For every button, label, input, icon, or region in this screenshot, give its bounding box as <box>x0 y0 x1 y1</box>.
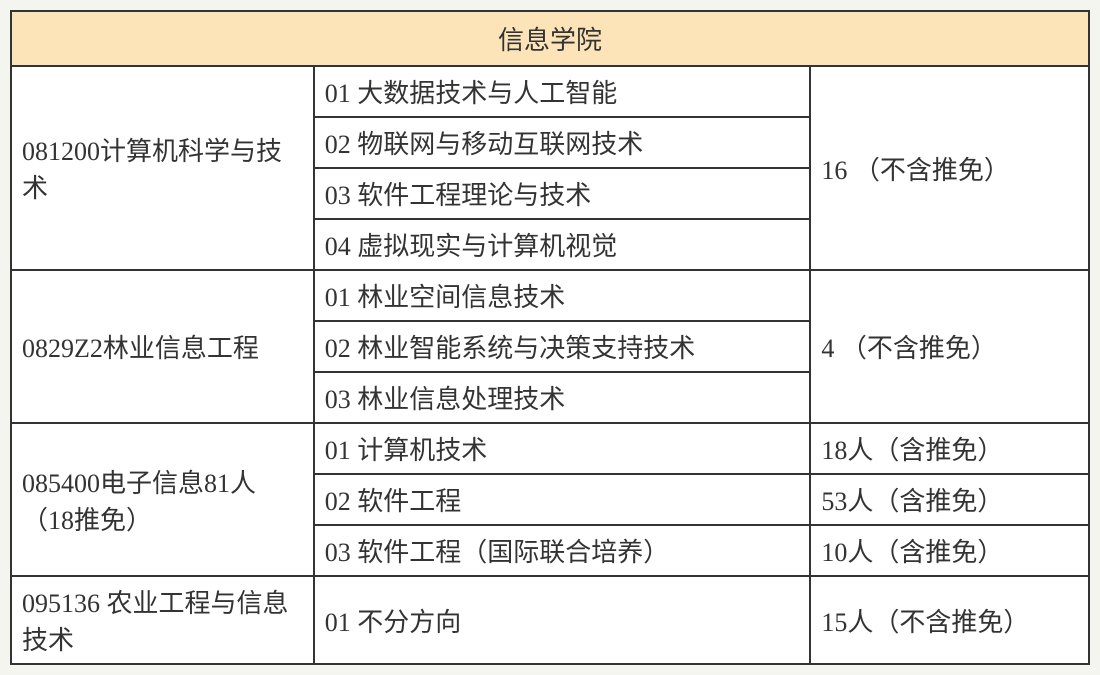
program-name-cell: 0829Z2林业信息工程 <box>11 270 314 423</box>
table-header: 信息学院 <box>11 11 1089 66</box>
table-row: 085400电子信息81人（18推免） 01 计算机技术 18人（含推免） <box>11 423 1089 474</box>
table-row: 095136 农业工程与信息技术 01 不分方向 15人（不含推免） <box>11 576 1089 664</box>
quota-cell: 18人（含推免） <box>810 423 1089 474</box>
programs-table: 信息学院 081200计算机科学与技术 01 大数据技术与人工智能 16 （不含… <box>10 10 1090 665</box>
direction-cell: 02 林业智能系统与决策支持技术 <box>314 321 811 372</box>
program-name-cell: 095136 农业工程与信息技术 <box>11 576 314 664</box>
direction-cell: 01 林业空间信息技术 <box>314 270 811 321</box>
quota-cell: 10人（含推免） <box>810 525 1089 576</box>
quota-cell: 16 （不含推免） <box>810 66 1089 270</box>
quota-cell: 15人（不含推免） <box>810 576 1089 664</box>
direction-cell: 01 不分方向 <box>314 576 811 664</box>
direction-cell: 02 软件工程 <box>314 474 811 525</box>
program-name-cell: 085400电子信息81人（18推免） <box>11 423 314 576</box>
quota-cell: 53人（含推免） <box>810 474 1089 525</box>
direction-cell: 03 林业信息处理技术 <box>314 372 811 423</box>
direction-cell: 03 软件工程（国际联合培养） <box>314 525 811 576</box>
quota-cell: 4 （不含推免） <box>810 270 1089 423</box>
table-row: 0829Z2林业信息工程 01 林业空间信息技术 4 （不含推免） <box>11 270 1089 321</box>
direction-cell: 02 物联网与移动互联网技术 <box>314 117 811 168</box>
table-row: 081200计算机科学与技术 01 大数据技术与人工智能 16 （不含推免） <box>11 66 1089 117</box>
program-name-cell: 081200计算机科学与技术 <box>11 66 314 270</box>
table-body: 081200计算机科学与技术 01 大数据技术与人工智能 16 （不含推免） 0… <box>11 66 1089 664</box>
direction-cell: 01 计算机技术 <box>314 423 811 474</box>
direction-cell: 01 大数据技术与人工智能 <box>314 66 811 117</box>
direction-cell: 04 虚拟现实与计算机视觉 <box>314 219 811 270</box>
direction-cell: 03 软件工程理论与技术 <box>314 168 811 219</box>
